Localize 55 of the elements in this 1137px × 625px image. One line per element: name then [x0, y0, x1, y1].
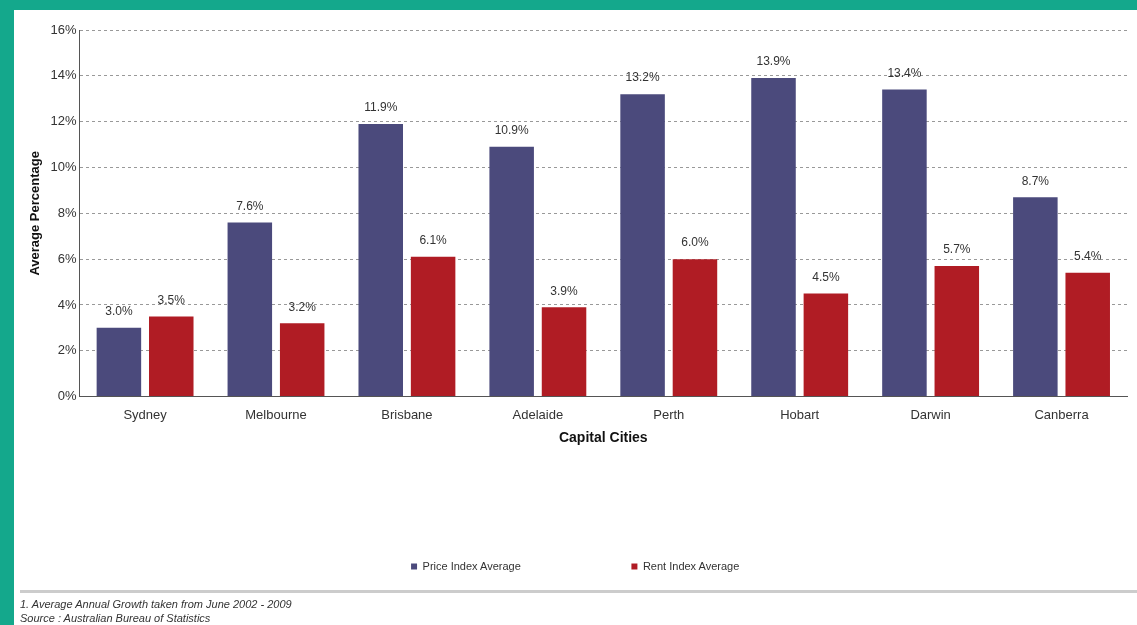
y-tick-label: 14% [50, 67, 78, 83]
x-tick-label: Brisbane [381, 406, 433, 422]
data-label: 3.9% [550, 283, 579, 298]
data-label: 13.2% [625, 70, 660, 85]
bar [489, 146, 534, 397]
data-label: 5.4% [1074, 249, 1102, 264]
data-label: 7.6% [236, 198, 264, 213]
x-axis-title: Capital Cities [558, 429, 648, 446]
data-label: 3.0% [105, 304, 133, 319]
x-tick-label: Darwin [910, 406, 951, 422]
y-axis-title: Average Percentage [27, 151, 43, 276]
bar [803, 293, 849, 397]
bar [227, 222, 273, 397]
y-tick-label: 16% [50, 21, 78, 37]
bar [541, 307, 587, 397]
data-label: 6.1% [419, 233, 448, 248]
x-tick-label: Sydney [123, 406, 168, 422]
y-tick-label: 8% [57, 204, 78, 220]
legend-label: Rent Index Average [642, 559, 740, 572]
x-tick-label: Hobart [780, 406, 820, 422]
source-note: Source : Australian Bureau of Statistics [20, 611, 212, 625]
x-tick-label: Perth [653, 406, 685, 422]
bar [1013, 197, 1058, 397]
y-tick-label: 0% [57, 388, 78, 404]
bar [620, 94, 665, 397]
y-tick-label: 4% [57, 296, 78, 312]
bar [279, 323, 325, 397]
data-label: 4.5% [812, 269, 840, 284]
data-label: 6.0% [681, 235, 709, 250]
data-label: 8.7% [1021, 173, 1050, 188]
data-label: 13.9% [756, 54, 791, 69]
legend-label: Price Index Average [422, 559, 521, 572]
bar [882, 89, 927, 397]
data-label: 3.2% [288, 299, 317, 314]
y-tick-label: 10% [50, 159, 78, 175]
data-label: 5.7% [943, 242, 971, 257]
y-tick-label: 6% [57, 250, 78, 266]
data-label: 11.9% [364, 100, 398, 115]
x-tick-label: Canberra [1034, 406, 1090, 422]
y-tick-label: 2% [57, 342, 78, 358]
text: 1. Average Annual Growth taken from June 2002 - 2009 [20, 597, 293, 611]
bar [96, 327, 142, 397]
bar [751, 78, 796, 397]
bar [1065, 272, 1110, 397]
bar [672, 259, 718, 397]
x-tick-label: Adelaide [512, 406, 564, 422]
bar [934, 266, 980, 397]
bar [410, 256, 456, 397]
y-tick-label: 12% [50, 113, 78, 129]
data-label: 13.4% [887, 65, 922, 80]
data-label: 3.5% [157, 292, 186, 307]
x-tick-label: Melbourne [245, 406, 307, 422]
bar [358, 123, 403, 397]
data-label: 10.9% [494, 123, 529, 138]
bar [149, 316, 194, 397]
